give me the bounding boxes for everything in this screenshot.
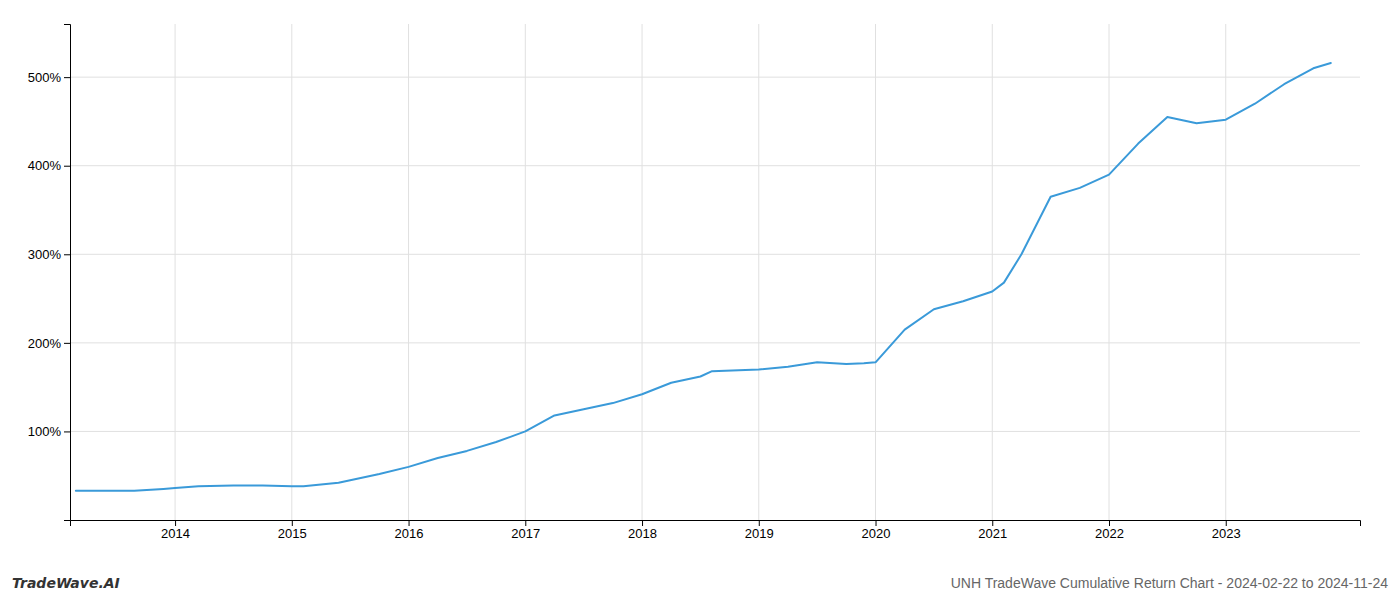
grid: [70, 24, 1360, 520]
x-tick-mark: [1226, 520, 1227, 526]
x-grid-line: [525, 24, 526, 520]
y-grid-line: [70, 254, 1360, 255]
x-tick-label: 2015: [278, 526, 307, 541]
watermark: TradeWave.AI: [12, 575, 120, 591]
y-grid-line: [70, 77, 1360, 78]
y-tick-mark: [64, 343, 70, 344]
x-grid-line: [642, 24, 643, 520]
x-grid-line: [291, 24, 292, 520]
x-tick-label: 2019: [745, 526, 774, 541]
x-grid-line: [408, 24, 409, 520]
x-tick-mark: [1109, 520, 1110, 526]
x-tick-label: 2018: [628, 526, 657, 541]
x-tick: 2016: [395, 520, 424, 541]
marks: [76, 63, 1331, 491]
x-tick: 2023: [1212, 520, 1241, 541]
x-tick: 2015: [278, 520, 307, 541]
y-tick-label: 400%: [28, 158, 62, 173]
x-tick-mark: [525, 520, 526, 526]
x-tick-mark: [292, 520, 293, 526]
y-tick: 300%: [28, 247, 70, 262]
x-tick: 2020: [862, 520, 891, 541]
y-axis-line: [64, 25, 71, 521]
y-tick-mark: [64, 77, 70, 78]
background: [0, 0, 1400, 600]
x-grid-line: [875, 24, 876, 520]
x-tick-mark: [992, 520, 993, 526]
y-tick-mark: [64, 254, 70, 255]
x-tick-label: 2016: [395, 526, 424, 541]
x-tick-mark: [409, 520, 410, 526]
y-tick-label: 500%: [28, 70, 62, 85]
x-tick: 2018: [628, 520, 657, 541]
x-grid-line: [1109, 24, 1110, 520]
y-tick-mark: [64, 166, 70, 167]
x-axis-line: [71, 521, 1361, 527]
chart: 2014 2015 2016 2017 2018 2019 2020 2021 2022 2023…: [0, 0, 1400, 600]
x-tick-label: 2017: [511, 526, 540, 541]
x-tick-mark: [876, 520, 877, 526]
plot: 2014 2015 2016 2017 2018 2019 2020 2021 2022 2023…: [28, 24, 1361, 541]
y-tick-mark: [64, 431, 70, 432]
x-tick-label: 2022: [1095, 526, 1124, 541]
y-grid-line: [70, 431, 1360, 432]
x-tick: 2017: [511, 520, 540, 541]
x-grid-line: [1225, 24, 1226, 520]
x-axis: 2014 2015 2016 2017 2018 2019 2020 2021 2022 2023: [71, 520, 1361, 541]
x-grid-line: [758, 24, 759, 520]
x-tick-mark: [759, 520, 760, 526]
y-grid-line: [70, 342, 1360, 343]
y-tick: 200%: [28, 336, 70, 351]
title: UNH TradeWave Cumulative Return Chart - …: [951, 575, 1389, 591]
x-grid-line: [992, 24, 993, 520]
y-tick: 100%: [28, 424, 70, 439]
y-tick: 400%: [28, 158, 70, 173]
x-tick-label: 2023: [1212, 526, 1241, 541]
line: [76, 63, 1331, 491]
x-tick: 2019: [745, 520, 774, 541]
x-tick-label: 2014: [161, 526, 190, 541]
x-tick-label: 2021: [978, 526, 1007, 541]
x-tick-mark: [175, 520, 176, 526]
y-tick-label: 300%: [28, 247, 62, 262]
y-grid-line: [70, 165, 1360, 166]
x-tick: 2014: [161, 520, 190, 541]
x-tick-mark: [642, 520, 643, 526]
y-axis: 100% 200% 300% 400% 500%: [28, 25, 71, 521]
y-tick: 500%: [28, 70, 70, 85]
x-tick: 2022: [1095, 520, 1124, 541]
x-grid-line: [175, 24, 176, 520]
x-tick-label: 2020: [862, 526, 891, 541]
y-tick-label: 200%: [28, 336, 62, 351]
y-tick-label: 100%: [28, 424, 62, 439]
x-tick: 2021: [978, 520, 1007, 541]
